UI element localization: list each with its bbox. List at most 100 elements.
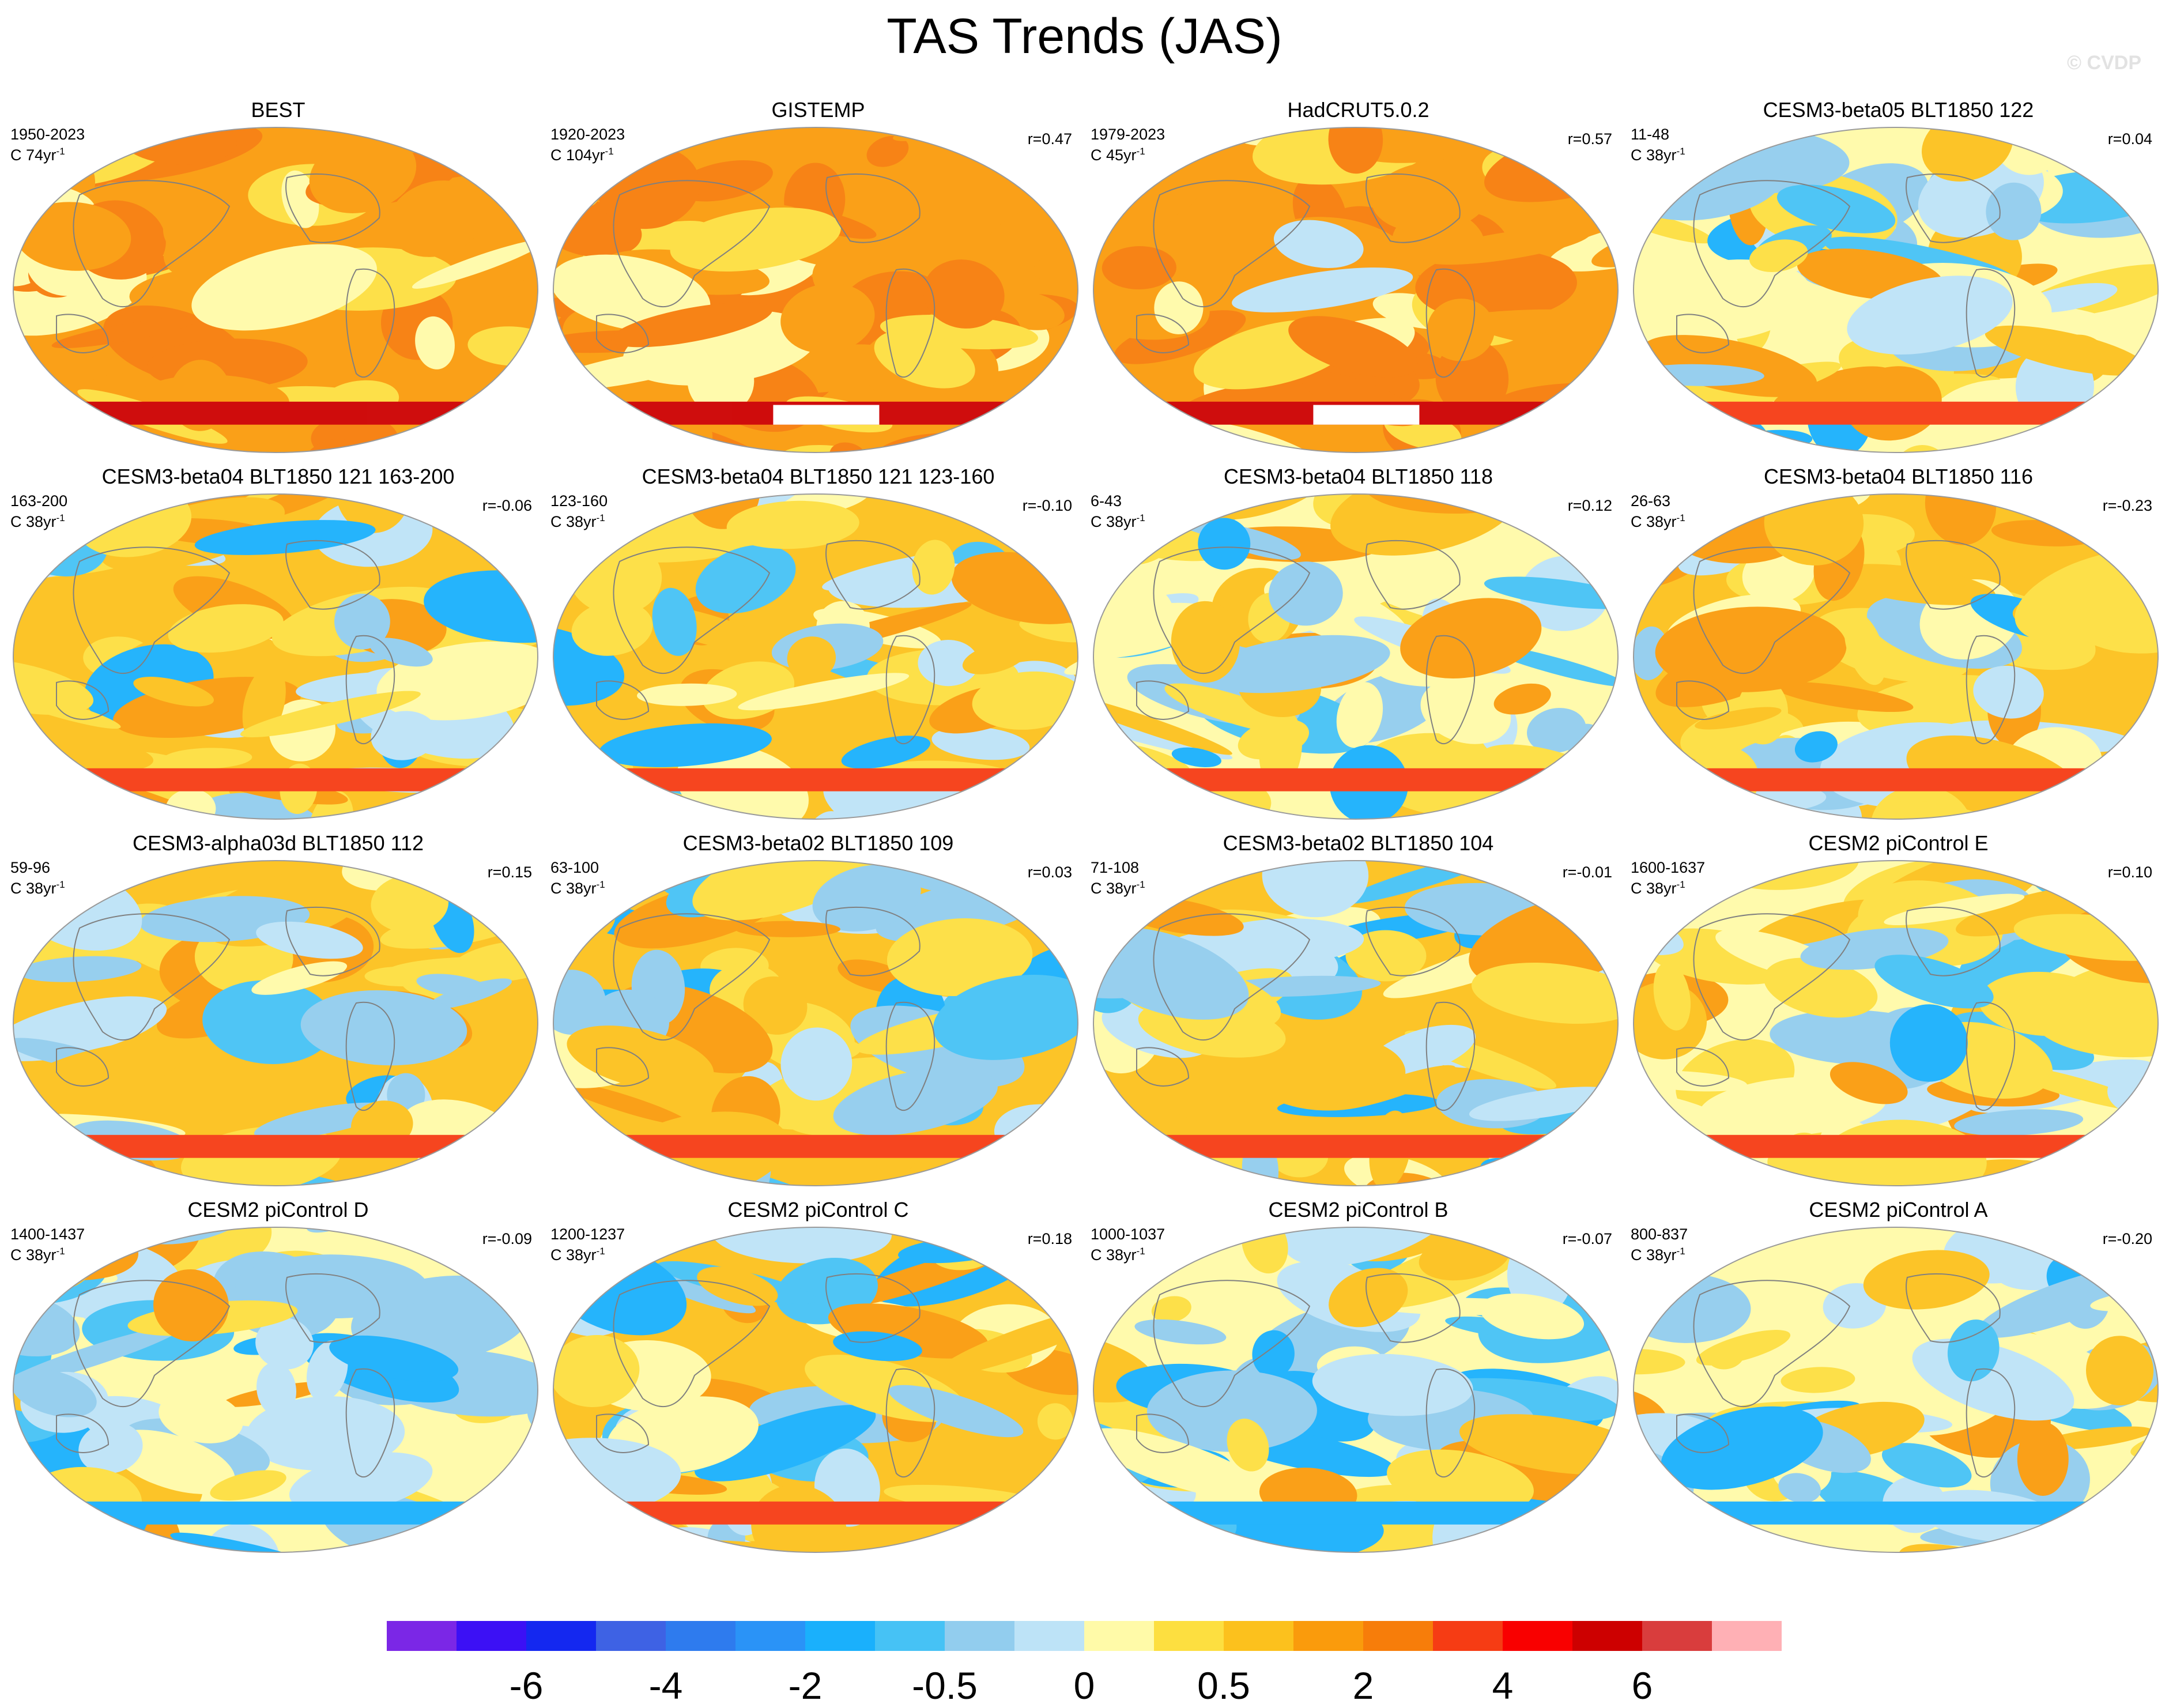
panel-units-base: C 104yr: [550, 146, 605, 164]
anomaly-region: [1484, 576, 1618, 609]
anomaly-region: [163, 205, 213, 255]
anomaly-region: [1496, 438, 1556, 453]
coastline: [825, 173, 921, 243]
colorbar-swatch: [1433, 1621, 1503, 1651]
anomaly-region: [1863, 1250, 1990, 1310]
map-field: [1092, 493, 1619, 820]
anomaly-region: [1400, 598, 1542, 678]
map-field: [1092, 860, 1619, 1186]
coastline: [1676, 1047, 1730, 1087]
panel-units-base: C 38yr: [1091, 513, 1137, 530]
anomaly-region: [462, 293, 511, 322]
anomaly-region: [1548, 216, 1618, 272]
anomaly-region: [369, 638, 433, 667]
coastline: [1365, 540, 1461, 610]
map-panel: CESM3-beta04 BLT1850 121 163-200 163-200 C…: [8, 465, 548, 831]
panel-units-base: C 38yr: [10, 1246, 56, 1264]
panel-period: 1200-1237: [550, 1226, 625, 1243]
map-border: [1632, 1227, 2159, 1553]
colorbar-swatch: [945, 1621, 1014, 1651]
map-field: [552, 493, 1079, 820]
panel-correlation: r=0.12: [1567, 497, 1612, 514]
anomaly-region: [652, 587, 697, 656]
anomaly-region: [1033, 228, 1078, 282]
colorbar-swatch: [805, 1621, 875, 1651]
coastline: [285, 540, 380, 610]
coastline: [1153, 913, 1311, 1041]
anomaly-region: [1102, 246, 1176, 290]
anomaly-region: [685, 494, 760, 529]
anomaly-region: [912, 540, 955, 595]
map-panel: CESM2 piControl D 1400-1437 C 38yr-1 r=-0.0…: [8, 1198, 548, 1564]
anomaly-region: [918, 640, 979, 687]
map-border: [1092, 860, 1619, 1186]
anomaly-region: [738, 673, 910, 711]
anomaly-region: [1106, 1152, 1205, 1181]
anomaly-region: [1205, 918, 1364, 963]
anomaly-region: [15, 202, 131, 271]
anomaly-region: [255, 1317, 314, 1370]
anomaly-region: [2029, 982, 2158, 1058]
anomaly-region: [1925, 494, 1997, 545]
coastline: [596, 314, 650, 353]
coastline: [596, 1047, 650, 1087]
anomaly-region: [2086, 1336, 2154, 1406]
panel-units-exponent: -1: [596, 512, 605, 523]
anomaly-region: [1329, 1268, 1408, 1328]
anomaly-region: [1527, 708, 1586, 753]
colorbar-swatch: [1712, 1621, 1782, 1651]
anomaly-region: [1171, 601, 1240, 683]
anomaly-region: [1889, 1004, 1968, 1082]
panel-units-exponent: -1: [1136, 879, 1145, 890]
panel-period: 1600-1637: [1631, 859, 1706, 876]
colorbar-swatch: [1293, 1621, 1363, 1651]
panel-units-base: C 38yr: [550, 1246, 597, 1264]
anomaly-region: [334, 593, 390, 650]
anomaly-region: [553, 1148, 601, 1186]
anomaly-region: [1661, 1406, 1823, 1490]
anomaly-region: [1921, 127, 2013, 182]
anomaly-region: [1288, 316, 1418, 378]
anomaly-region: [1653, 962, 1691, 1031]
anomaly-region: [439, 127, 538, 140]
coastline: [1425, 1368, 1476, 1477]
map-panel: CESM3-beta02 BLT1850 104 71-108 C 38yr-1 r=…: [1088, 831, 1628, 1198]
anomaly-region: [1472, 962, 1618, 1024]
anomaly-region: [246, 1396, 405, 1471]
map-border: [12, 860, 539, 1186]
anomaly-region: [553, 729, 582, 810]
anomaly-region: [961, 1551, 1018, 1554]
coastline: [56, 314, 110, 353]
anomaly-region: [73, 1518, 115, 1552]
map-panel: CESM3-beta05 BLT1850 122 11-48 C 38yr-1 r=0…: [1628, 98, 2168, 465]
anomaly-region: [694, 1405, 876, 1481]
anomaly-region: [670, 207, 841, 272]
anomaly-region: [2019, 443, 2158, 453]
panel-units: C 38yr-1: [1631, 876, 1685, 897]
panel-correlation: r=0.47: [1027, 130, 1072, 148]
coastline: [56, 680, 110, 720]
coastline: [1136, 314, 1190, 353]
panel-units: C 38yr-1: [10, 876, 65, 897]
panel-period: 11-48: [1631, 126, 1670, 143]
anomaly-region: [676, 160, 773, 202]
anomaly-region: [1973, 665, 2044, 719]
coastline: [825, 540, 921, 610]
panel-units-base: C 38yr: [1631, 1246, 1677, 1264]
coastline: [885, 1001, 936, 1111]
anomaly-region: [743, 976, 808, 1035]
anomaly-region: [1655, 606, 1847, 692]
anomaly-region: [78, 1422, 143, 1474]
anomaly-region: [309, 134, 417, 213]
anomaly-region: [1634, 1348, 1685, 1375]
anomaly-region: [2079, 393, 2158, 453]
anomaly-region: [505, 268, 538, 298]
anomaly-region: [1696, 1330, 1791, 1366]
coastline: [285, 906, 380, 976]
anomaly-region: [1574, 1253, 1618, 1306]
panel-title: CESM3-beta04 BLT1850 121 163-200: [101, 465, 455, 488]
coastline: [1153, 546, 1311, 674]
anomaly-region: [133, 677, 214, 707]
anomaly-region: [1423, 227, 1591, 265]
anomaly-region: [571, 601, 653, 656]
